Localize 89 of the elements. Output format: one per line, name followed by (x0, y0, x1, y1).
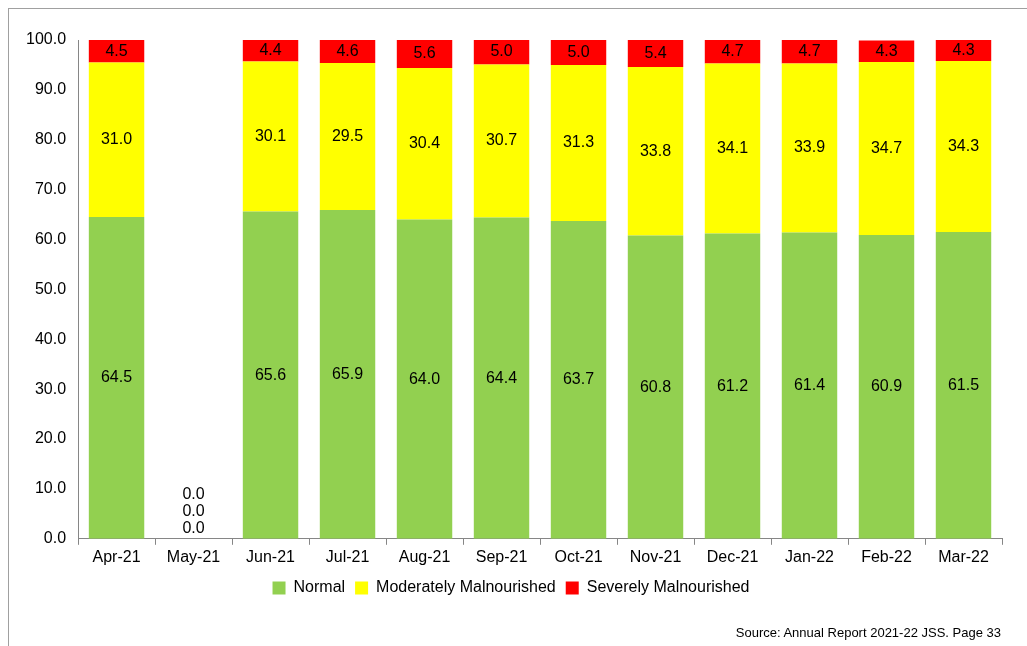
bar (627, 40, 684, 67)
y-tick-label: 90.0 (34, 80, 67, 98)
data-label: 60.9 (870, 377, 903, 395)
y-tick-label: 70.0 (34, 180, 67, 198)
bar (319, 62, 376, 211)
legend-label: Moderately Malnourished (376, 578, 556, 596)
data-label: 4.3 (952, 40, 975, 58)
y-tick-label: 40.0 (34, 329, 67, 347)
bar (242, 61, 299, 212)
bar (550, 221, 607, 539)
data-label: 34.3 (947, 136, 980, 154)
data-label: 64.4 (485, 368, 518, 386)
data-label: 5.0 (567, 42, 590, 60)
bar (704, 63, 761, 234)
data-label: 30.7 (485, 131, 518, 149)
bar (396, 40, 453, 68)
bar (858, 235, 915, 539)
data-label: 4.7 (721, 42, 744, 60)
data-label: 30.4 (408, 134, 441, 152)
x-tick-label: Jan-22 (785, 547, 835, 565)
bar (88, 62, 145, 218)
data-label: 4.7 (798, 42, 821, 60)
bar (935, 60, 992, 233)
y-tick-label: 0.0 (43, 529, 67, 547)
bar (396, 219, 453, 539)
bar (319, 210, 376, 539)
x-tick-label: Jun-21 (246, 547, 296, 565)
bar (858, 61, 915, 236)
bar (473, 64, 530, 218)
bar (396, 67, 453, 220)
bar (781, 232, 838, 539)
data-label: 33.9 (793, 138, 826, 156)
bar (88, 217, 145, 539)
bar (935, 232, 992, 539)
x-tick-label: Jul-21 (325, 547, 370, 565)
data-label: 30.1 (254, 126, 287, 144)
data-label: 31.0 (100, 130, 133, 148)
data-label: 4.5 (105, 41, 128, 59)
data-label: 61.5 (947, 375, 980, 393)
data-label: 33.8 (639, 141, 672, 159)
bar (858, 40, 915, 62)
data-label: 0.0 (182, 502, 205, 520)
y-tick-label: 50.0 (34, 279, 67, 297)
data-label: 5.0 (490, 42, 513, 60)
data-label: 34.7 (870, 138, 903, 156)
bar (473, 217, 530, 539)
data-label: 61.4 (793, 376, 826, 394)
y-tick-label: 60.0 (34, 229, 67, 247)
data-label: 61.2 (716, 376, 749, 394)
y-tick-label: 10.0 (34, 479, 67, 497)
legend-label: Severely Malnourished (586, 578, 750, 596)
x-tick-label: Nov-21 (629, 547, 682, 565)
data-label: 60.8 (639, 377, 672, 395)
data-label: 63.7 (562, 370, 595, 388)
x-tick-label: Apr-21 (92, 547, 141, 565)
bar (242, 211, 299, 539)
bar (704, 233, 761, 539)
x-tick-label: Oct-21 (554, 547, 603, 565)
bar (550, 64, 607, 222)
x-tick-label: Mar-22 (938, 547, 989, 565)
legend-label: Normal (293, 578, 346, 596)
data-label: 5.6 (413, 44, 436, 62)
bar (627, 235, 684, 539)
bar (550, 40, 607, 65)
data-label: 34.1 (716, 138, 749, 156)
x-tick-label: Feb-22 (861, 547, 912, 565)
data-label: 31.3 (562, 133, 595, 151)
x-tick-label: Aug-21 (398, 547, 451, 565)
x-tick-label: Sep-21 (475, 547, 528, 565)
y-tick-label: 80.0 (34, 130, 67, 148)
x-tick-label: May-21 (166, 547, 221, 565)
data-label: 4.4 (259, 40, 282, 58)
data-label: 29.5 (331, 126, 364, 144)
y-tick-label: 20.0 (34, 429, 67, 447)
data-label: 4.3 (875, 41, 898, 59)
data-label: 65.9 (331, 364, 364, 382)
x-tick-label: Dec-21 (706, 547, 759, 565)
data-label: 4.6 (336, 41, 359, 59)
data-label: 5.4 (644, 43, 667, 61)
data-label: 64.5 (100, 368, 133, 386)
data-label: 65.6 (254, 365, 287, 383)
y-tick-label: 100.0 (25, 30, 67, 48)
data-label: 0.0 (182, 519, 205, 537)
y-tick-label: 30.0 (34, 379, 67, 397)
bar (627, 66, 684, 236)
bar (781, 63, 838, 233)
source-note: Source: Annual Report 2021-22 JSS. Page 33 (735, 625, 1001, 640)
data-label: 64.0 (408, 369, 441, 387)
data-label: 0.0 (182, 485, 205, 503)
